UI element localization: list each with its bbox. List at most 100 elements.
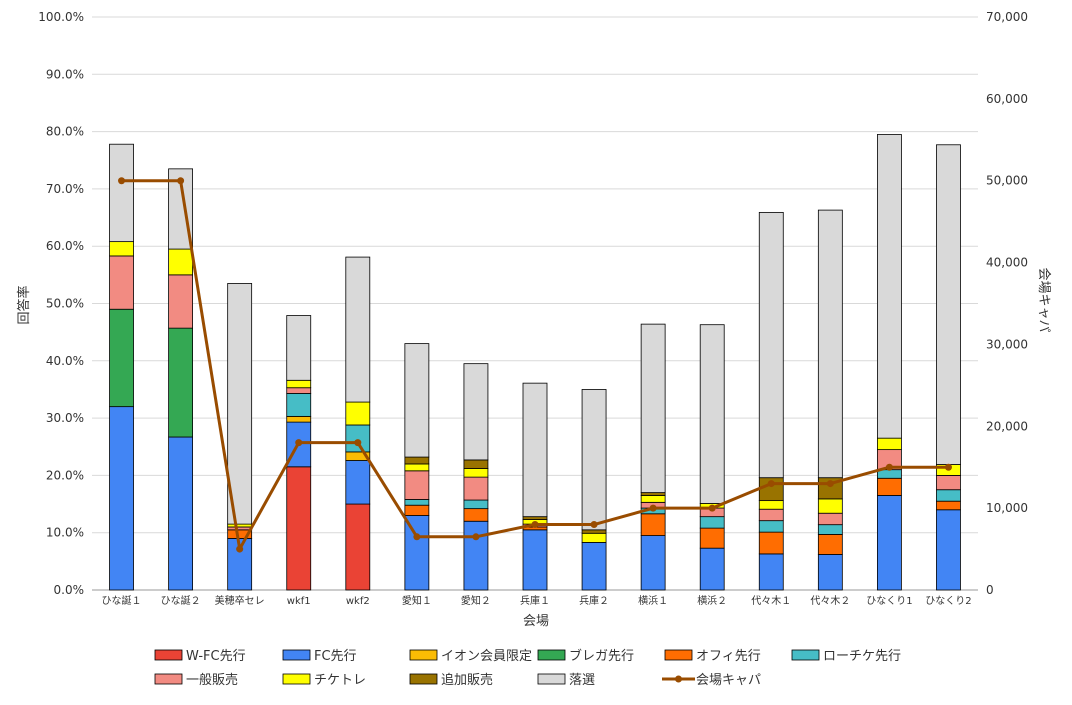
y2-tick-label: 50,000	[986, 174, 1028, 188]
bar-segment	[227, 283, 253, 525]
bar-segment	[345, 256, 371, 403]
bar-segment	[345, 424, 371, 453]
capacity-point	[472, 533, 480, 541]
bar-segment	[227, 523, 253, 528]
y2-tick-label: 0	[986, 583, 994, 597]
bar-segment	[522, 529, 548, 591]
legend-swatch	[282, 673, 311, 685]
legend-swatch	[154, 673, 183, 685]
y2-tick-label: 60,000	[986, 92, 1028, 106]
capacity-point	[944, 463, 952, 471]
bar-segment	[345, 401, 371, 426]
bar-segment	[758, 520, 784, 533]
capacity-point	[413, 533, 421, 541]
bar-segment	[109, 406, 134, 591]
legend-swatch	[791, 649, 820, 661]
bar-segment	[581, 529, 607, 534]
x-tick-label: ひなくり1	[866, 595, 912, 607]
capacity-point	[531, 521, 539, 529]
bar-segment	[463, 476, 489, 501]
bar-segment	[758, 531, 784, 555]
bar-segment	[640, 495, 666, 503]
bar-segment	[345, 460, 371, 505]
bar-segment	[286, 387, 312, 394]
bar-segment	[168, 274, 194, 329]
y-tick-label: 40.0%	[46, 354, 84, 368]
y-tick-label: 100.0%	[38, 10, 84, 24]
x-tick-label: wkf1	[287, 596, 311, 607]
bar-segment	[877, 437, 902, 451]
legend-swatch	[537, 649, 566, 661]
bar-segment	[640, 513, 666, 536]
bar-segment	[404, 504, 430, 516]
bar-segment	[877, 495, 902, 591]
y2-axis-title: 会場キャパ	[1036, 267, 1051, 332]
bar-segment	[109, 308, 134, 408]
legend-label: W-FC先行	[186, 649, 246, 664]
bar-segment	[286, 415, 312, 423]
bar-segment	[404, 499, 430, 506]
bar-segment	[817, 209, 843, 479]
bar-segment	[936, 489, 961, 502]
bar-segment	[581, 542, 607, 591]
y-tick-label: 60.0%	[46, 239, 84, 253]
capacity-point	[295, 439, 303, 447]
bar-segment	[817, 534, 843, 555]
y-axis-title: 回答率	[16, 285, 32, 324]
bar-segment	[463, 508, 489, 522]
y2-tick-label: 10,000	[986, 501, 1028, 515]
legend-label: チケトレ	[314, 673, 366, 688]
bar-segment	[758, 508, 784, 522]
bar-segment	[286, 466, 312, 591]
y2-tick-label: 20,000	[986, 419, 1028, 433]
x-tick-label: 愛知２	[461, 594, 491, 607]
bar-segment	[522, 382, 548, 518]
bar-segment	[286, 379, 312, 389]
bar-segment	[463, 520, 489, 591]
capacity-point	[649, 504, 657, 512]
bar-segment	[817, 498, 843, 514]
legend-label: 会場キャパ	[696, 673, 761, 688]
y-tick-label: 20.0%	[46, 468, 84, 482]
bar-segment	[109, 143, 134, 243]
capacity-point	[885, 463, 893, 471]
bar-segment	[758, 211, 784, 479]
bar-segment	[877, 477, 902, 496]
capacity-point	[826, 480, 834, 488]
legend-label: 追加販売	[441, 672, 493, 688]
capacity-point	[236, 545, 244, 553]
bar-segment	[817, 524, 843, 535]
bar-segment	[345, 503, 371, 591]
x-tick-label: ひな誕２	[161, 595, 201, 607]
bar-segment	[404, 470, 430, 500]
legend-label: 落選	[569, 673, 595, 688]
legend-label: ローチケ先行	[823, 649, 901, 664]
x-axis: ひな誕１ ひな誕２ 美穂卒セレ wkf1 wkf2 愛知１ 愛知２ 兵庫１ 兵庫２ 横浜１ 横浜２ 代…	[102, 594, 972, 607]
bar-segment	[463, 459, 489, 469]
x-axis-title: 会場	[523, 614, 549, 629]
y-tick-label: 90.0%	[46, 67, 84, 81]
x-tick-label: 美穂卒セレ	[215, 594, 265, 607]
legend-line-marker	[675, 675, 682, 683]
bar-segment	[699, 324, 725, 504]
legend-swatch	[282, 649, 311, 661]
x-tick-label: ひなくり2	[925, 595, 971, 607]
legend-swatch	[537, 673, 566, 685]
legend-label: オフィ先行	[696, 649, 761, 664]
x-tick-label: ひな誕１	[102, 595, 142, 607]
y-tick-label: 80.0%	[46, 125, 84, 139]
y2-tick-label: 30,000	[986, 337, 1028, 351]
bar-segment	[936, 509, 961, 591]
legend-label: イオン会員限定	[441, 649, 532, 664]
y-axis-right: 0 10,000 20,000 30,000 40,000 50,000 60,000 70,…	[986, 10, 1028, 597]
capacity-point	[177, 177, 185, 185]
bar-segment	[404, 515, 430, 591]
x-tick-label: 横浜２	[697, 594, 727, 607]
legend-label: ブレガ先行	[569, 648, 634, 664]
capacity-point	[708, 504, 716, 512]
bar-segment	[227, 526, 253, 531]
capacity-point	[354, 439, 362, 447]
